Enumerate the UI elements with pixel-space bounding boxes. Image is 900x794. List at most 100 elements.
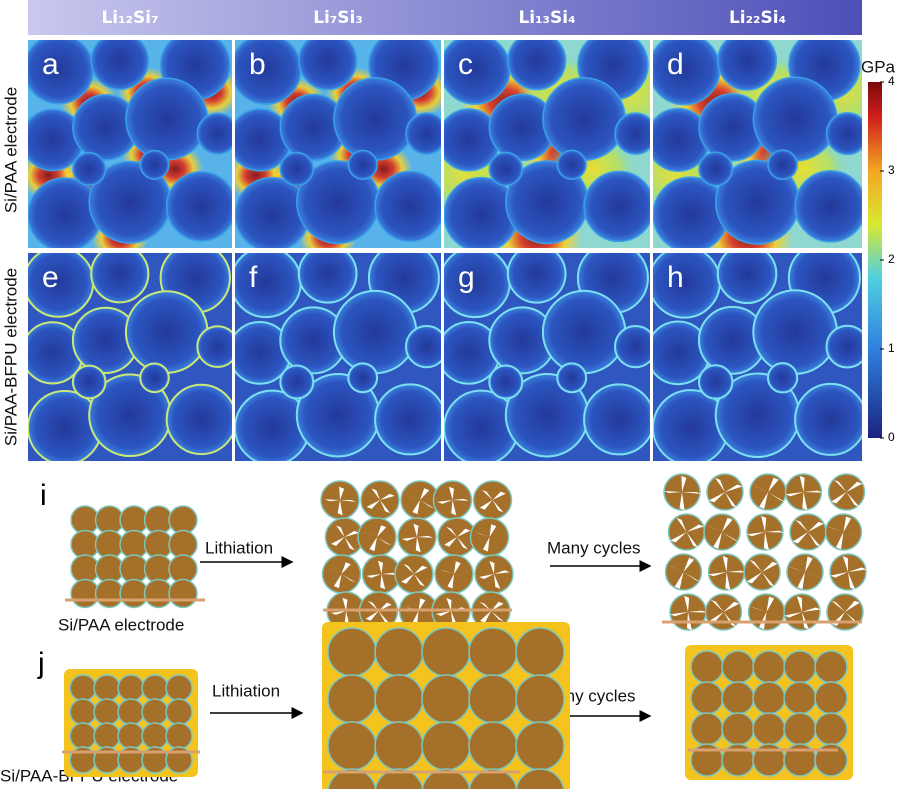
si-particle: [468, 674, 518, 724]
si-particle: [752, 712, 786, 746]
si-particle: [141, 722, 169, 750]
particle: [90, 253, 150, 304]
crack: [403, 563, 414, 574]
crack: [802, 492, 808, 511]
crack: [337, 500, 343, 516]
crack: [766, 612, 785, 620]
crack: [479, 601, 491, 611]
crack: [845, 600, 860, 612]
si-particle: [721, 650, 755, 684]
crack: [489, 524, 497, 537]
crack: [848, 572, 856, 590]
crack: [494, 570, 510, 574]
crack: [751, 484, 768, 492]
crack: [725, 492, 737, 508]
panel-label: j: [37, 647, 45, 680]
particle: [444, 40, 511, 105]
si-particle: [515, 674, 565, 724]
crack: [340, 500, 357, 502]
particle: [556, 362, 588, 394]
si-particle: [690, 681, 724, 715]
crack: [787, 566, 805, 572]
particle: [583, 383, 650, 456]
crack: [708, 572, 727, 577]
particle: [165, 170, 232, 242]
crack: [785, 492, 804, 497]
stress-map: [28, 40, 232, 248]
si-particle: [421, 721, 471, 771]
row-label: Si/PAA electrode: [1, 87, 20, 213]
panel-letter: b: [249, 48, 266, 81]
crack: [749, 606, 767, 612]
crack: [843, 532, 862, 540]
crack: [371, 488, 380, 500]
colorbar: [868, 82, 882, 438]
crack: [411, 611, 419, 626]
crack: [333, 574, 342, 589]
crack: [688, 610, 708, 613]
panel-letter: d: [667, 48, 684, 81]
si-particle: [165, 674, 193, 702]
crack: [436, 611, 451, 616]
crack: [709, 492, 725, 503]
particle: [542, 77, 627, 161]
si-particle: [814, 681, 848, 715]
crack: [479, 611, 491, 623]
crack: [414, 574, 426, 587]
particle: [72, 151, 107, 187]
crack: [796, 596, 802, 612]
crack: [682, 492, 702, 494]
si-particle: [327, 721, 377, 771]
crack: [679, 492, 685, 511]
crack: [833, 479, 847, 492]
crack: [482, 537, 490, 552]
crack: [381, 572, 398, 575]
crack: [412, 500, 420, 515]
particle: [298, 40, 358, 91]
panel-letter: e: [42, 261, 59, 294]
crack: [339, 486, 345, 500]
crack: [418, 611, 435, 618]
crack: [413, 523, 419, 537]
crack: [710, 599, 724, 612]
crack: [475, 532, 490, 537]
particle: [752, 76, 838, 162]
crack: [377, 537, 392, 546]
step-label: Many cycles: [547, 538, 641, 557]
crack: [366, 500, 380, 509]
panel-label: i: [40, 479, 47, 512]
crack: [848, 567, 867, 572]
crack: [723, 612, 737, 627]
crack: [479, 574, 494, 579]
crack: [366, 574, 382, 578]
crack: [765, 530, 785, 533]
crack: [420, 488, 430, 500]
crack: [808, 521, 824, 532]
panel-letter: c: [458, 48, 473, 81]
particle: [374, 383, 441, 456]
particle: [488, 151, 524, 187]
stress-map: [444, 253, 650, 461]
particle: [767, 149, 798, 181]
si-particle: [783, 712, 817, 746]
crack: [489, 560, 495, 574]
particle: [825, 324, 862, 369]
crack: [666, 564, 684, 572]
particle: [794, 170, 862, 243]
crack: [330, 611, 346, 615]
crack: [415, 537, 421, 553]
crack: [439, 569, 454, 574]
si-particle: [374, 674, 424, 724]
crack: [344, 530, 360, 537]
panel-letter: f: [249, 261, 258, 294]
stress-map: [653, 40, 862, 248]
step-label: Lithiation: [205, 538, 273, 557]
crack: [454, 561, 461, 574]
crack: [663, 491, 682, 494]
crack: [705, 524, 722, 532]
crack: [713, 532, 722, 549]
particle: [165, 383, 232, 456]
particle: [404, 325, 441, 369]
panel-letter: h: [667, 261, 684, 294]
